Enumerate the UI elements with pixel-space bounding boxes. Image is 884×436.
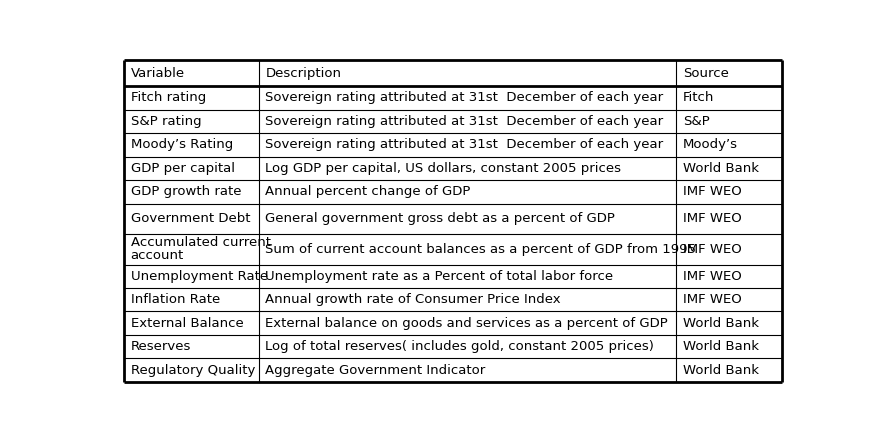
Text: Regulatory Quality: Regulatory Quality: [131, 364, 255, 377]
Text: Fitch rating: Fitch rating: [131, 92, 206, 105]
Text: Variable: Variable: [131, 67, 185, 80]
Text: Annual growth rate of Consumer Price Index: Annual growth rate of Consumer Price Ind…: [265, 293, 561, 306]
Text: External Balance: External Balance: [131, 317, 243, 330]
Text: Reserves: Reserves: [131, 340, 191, 353]
Text: External balance on goods and services as a percent of GDP: External balance on goods and services a…: [265, 317, 668, 330]
Text: GDP per capital: GDP per capital: [131, 162, 234, 175]
Text: Annual percent change of GDP: Annual percent change of GDP: [265, 185, 471, 198]
Text: IMF WEO: IMF WEO: [682, 243, 742, 256]
Text: Inflation Rate: Inflation Rate: [131, 293, 220, 306]
Text: World Bank: World Bank: [682, 364, 758, 377]
Text: Accumulated current: Accumulated current: [131, 236, 271, 249]
Text: Unemployment Rate: Unemployment Rate: [131, 270, 268, 283]
Text: Fitch: Fitch: [682, 92, 714, 105]
Text: IMF WEO: IMF WEO: [682, 270, 742, 283]
Text: General government gross debt as a percent of GDP: General government gross debt as a perce…: [265, 212, 615, 225]
Text: Moody’s: Moody’s: [682, 138, 737, 151]
Text: Aggregate Government Indicator: Aggregate Government Indicator: [265, 364, 485, 377]
Text: IMF WEO: IMF WEO: [682, 293, 742, 306]
Text: Log GDP per capital, US dollars, constant 2005 prices: Log GDP per capital, US dollars, constan…: [265, 162, 621, 175]
Text: IMF WEO: IMF WEO: [682, 185, 742, 198]
Text: Sovereign rating attributed at 31st  December of each year: Sovereign rating attributed at 31st Dece…: [265, 92, 664, 105]
Text: GDP growth rate: GDP growth rate: [131, 185, 241, 198]
Text: Sum of current account balances as a percent of GDP from 1995: Sum of current account balances as a per…: [265, 243, 697, 256]
Text: IMF WEO: IMF WEO: [682, 212, 742, 225]
Text: Government Debt: Government Debt: [131, 212, 250, 225]
Text: World Bank: World Bank: [682, 340, 758, 353]
Text: World Bank: World Bank: [682, 317, 758, 330]
Text: S&P rating: S&P rating: [131, 115, 202, 128]
Text: Moody’s Rating: Moody’s Rating: [131, 138, 232, 151]
Text: Sovereign rating attributed at 31st  December of each year: Sovereign rating attributed at 31st Dece…: [265, 138, 664, 151]
Text: Source: Source: [682, 67, 728, 80]
Text: S&P: S&P: [682, 115, 710, 128]
Text: World Bank: World Bank: [682, 162, 758, 175]
Text: Log of total reserves( includes gold, constant 2005 prices): Log of total reserves( includes gold, co…: [265, 340, 654, 353]
Text: Description: Description: [265, 67, 341, 80]
Text: Unemployment rate as a Percent of total labor force: Unemployment rate as a Percent of total …: [265, 270, 613, 283]
Text: Sovereign rating attributed at 31st  December of each year: Sovereign rating attributed at 31st Dece…: [265, 115, 664, 128]
Text: account: account: [131, 249, 184, 262]
